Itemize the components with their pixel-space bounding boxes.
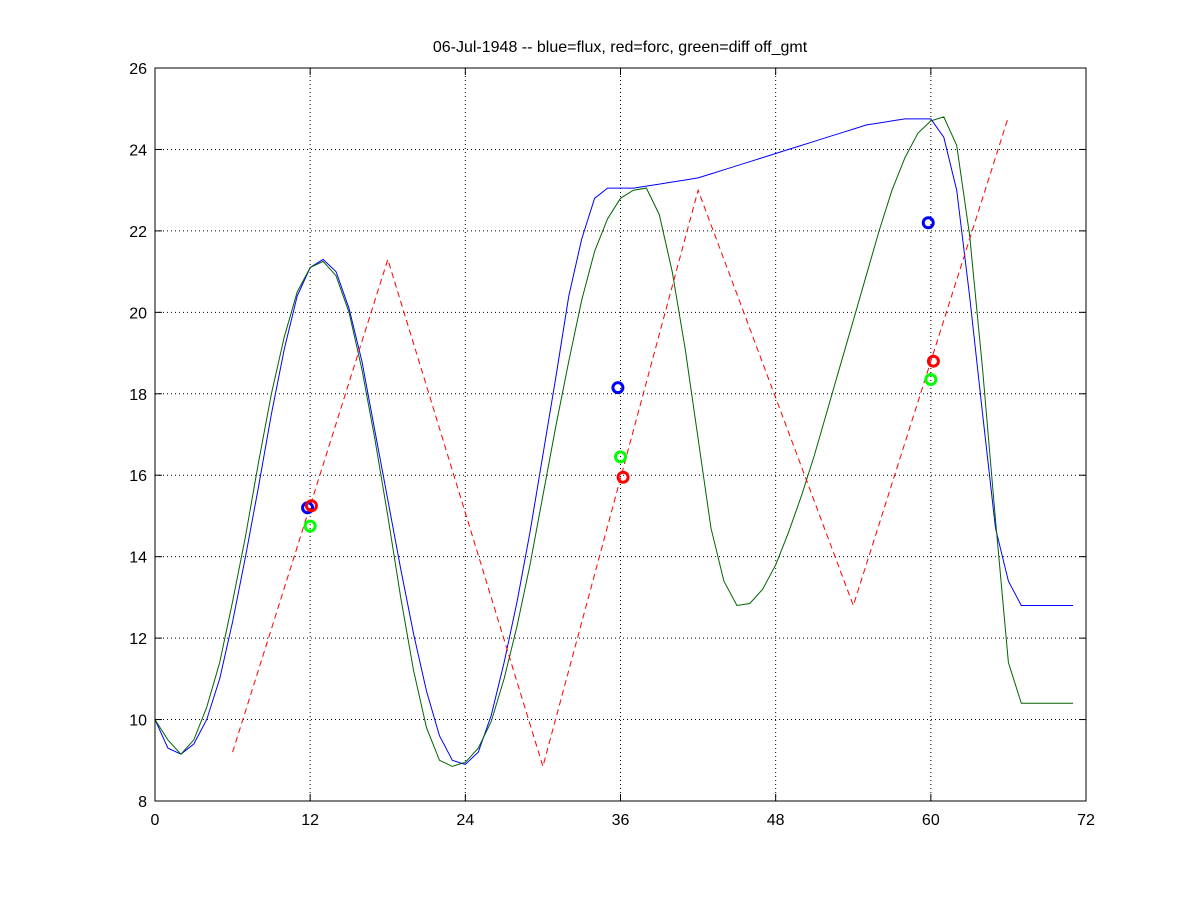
chart-title: 06-Jul-1948 -- blue=flux, red=forc, gree… [433,39,808,56]
y-tick-label: 16 [129,468,147,485]
data-marker [611,381,625,395]
data-marker [614,450,627,464]
forc-line [232,116,1009,769]
tick-layer: 0 12 24 36 48 60 72 8 10 12 14 16 18 20 22 24 26 [129,61,1095,829]
y-tick-label: 26 [129,61,147,78]
data-marker [921,216,935,230]
y-tick-label: 10 [129,713,147,730]
data-marker [926,354,940,368]
data-marker [616,470,630,484]
x-tick-label: 24 [456,812,474,829]
y-tick-label: 14 [129,550,147,567]
y-tick-label: 22 [129,224,147,241]
y-tick-label: 20 [129,305,147,322]
x-tick-label: 72 [1077,812,1095,829]
data-marker [303,519,317,533]
y-tick-label: 12 [129,631,147,648]
data-marker [304,499,318,513]
marker-layer [301,216,940,533]
data-marker [924,373,938,387]
x-tick-label: 12 [301,812,319,829]
y-tick-label: 18 [129,387,147,404]
x-tick-label: 36 [612,812,630,829]
x-tick-label: 48 [767,812,785,829]
series-layer [154,116,1074,769]
diff-line [154,116,1074,767]
x-tick-label: 60 [922,812,940,829]
x-tick-label: 0 [151,812,160,829]
y-tick-label: 24 [129,142,147,159]
y-tick-label: 8 [138,794,147,811]
